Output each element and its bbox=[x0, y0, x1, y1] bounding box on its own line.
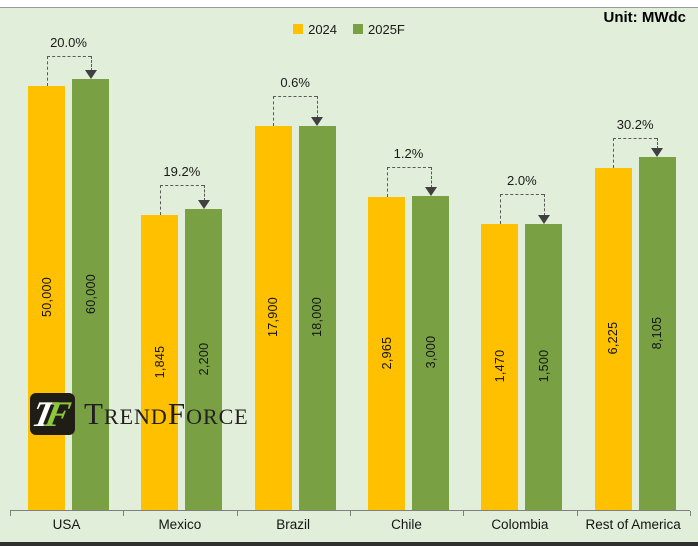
growth-arrow-head bbox=[537, 215, 550, 224]
category-label-mexico: Mexico bbox=[158, 517, 202, 532]
growth-bracket-left bbox=[159, 185, 161, 215]
bar-value-2024-usa: 50,000 bbox=[39, 276, 54, 318]
legend-item-2024: 2024 bbox=[293, 22, 337, 37]
trendforce-logo-icon: T F bbox=[30, 393, 75, 435]
bar-2024-mexico bbox=[141, 215, 179, 510]
growth-label-mexico: 19.2% bbox=[163, 164, 201, 179]
chart-legend: 2024 2025F bbox=[0, 21, 698, 37]
axis-tick bbox=[123, 511, 124, 516]
growth-bracket-top bbox=[613, 138, 658, 139]
legend-swatch-2024 bbox=[293, 24, 304, 34]
unit-label: Unit: MWdc bbox=[603, 9, 686, 26]
bar-value-2024-rest-of-america: 6,225 bbox=[606, 321, 621, 355]
axis-tick bbox=[237, 511, 238, 516]
growth-bracket-left bbox=[499, 194, 501, 224]
growth-bracket-top bbox=[273, 96, 318, 97]
category-label-usa: USA bbox=[52, 517, 81, 532]
axis-tick bbox=[10, 511, 11, 516]
top-margin bbox=[0, 0, 698, 7]
growth-label-colombia: 2.0% bbox=[507, 173, 537, 188]
bar-value-2025f-usa: 60,000 bbox=[83, 273, 98, 314]
trendforce-logo-text: TrendForce bbox=[84, 396, 249, 431]
bar-2024-colombia bbox=[481, 224, 519, 510]
bar-2025f-chile bbox=[412, 196, 449, 510]
growth-label-usa: 20.0% bbox=[50, 35, 87, 50]
bar-value-2025f-brazil: 18,000 bbox=[310, 296, 325, 338]
bottom-edge bbox=[0, 542, 698, 546]
bar-value-2024-chile: 2,965 bbox=[379, 336, 394, 369]
bar-2024-rest-of-america bbox=[594, 168, 632, 510]
bar-value-2025f-rest-of-america: 8,105 bbox=[650, 316, 665, 349]
growth-bracket-left bbox=[273, 96, 275, 126]
growth-bracket-left bbox=[613, 138, 615, 168]
category-label-colombia: Colombia bbox=[491, 517, 549, 532]
x-axis bbox=[10, 510, 690, 511]
category-label-chile: Chile bbox=[391, 517, 422, 532]
growth-bracket-left bbox=[386, 167, 388, 197]
bar-2025f-colombia bbox=[525, 224, 563, 510]
growth-bracket-top bbox=[499, 194, 544, 195]
growth-bracket-right bbox=[657, 138, 659, 149]
axis-tick bbox=[463, 511, 464, 516]
top-border-line bbox=[0, 7, 698, 8]
bar-2025f-usa bbox=[72, 79, 109, 510]
growth-bracket-right bbox=[430, 167, 432, 188]
growth-label-rest-of-america: 30.2% bbox=[616, 117, 654, 132]
growth-arrow-head bbox=[197, 200, 210, 209]
bar-2025f-brazil bbox=[298, 126, 336, 510]
axis-tick bbox=[577, 511, 578, 516]
bar-2025f-mexico bbox=[185, 209, 223, 510]
bar-2024-chile bbox=[368, 197, 405, 510]
growth-bracket-left bbox=[46, 56, 48, 86]
legend-item-2025f: 2025F bbox=[353, 22, 405, 37]
category-label-brazil: Brazil bbox=[276, 517, 311, 532]
legend-label-2025f: 2025F bbox=[368, 21, 405, 37]
growth-bracket-right bbox=[203, 185, 205, 201]
growth-bracket-top bbox=[386, 167, 431, 168]
growth-arrow-head bbox=[424, 187, 437, 196]
growth-bracket-right bbox=[317, 96, 319, 118]
axis-tick bbox=[350, 511, 351, 516]
legend-label-2024: 2024 bbox=[308, 21, 338, 37]
category-label-rest-of-america: Rest of America bbox=[585, 517, 681, 532]
bar-value-2024-brazil: 17,900 bbox=[266, 296, 281, 338]
bar-2024-brazil bbox=[254, 126, 292, 510]
growth-label-chile: 1.2% bbox=[393, 146, 424, 161]
growth-bracket-right bbox=[543, 194, 545, 216]
growth-label-brazil: 0.6% bbox=[280, 75, 310, 90]
growth-bracket-right bbox=[90, 56, 92, 71]
growth-arrow-head bbox=[84, 70, 97, 79]
bar-value-2024-colombia: 1,470 bbox=[492, 349, 507, 383]
growth-bracket-top bbox=[159, 185, 204, 186]
growth-bracket-top bbox=[46, 56, 91, 57]
bar-2025f-rest-of-america bbox=[638, 157, 676, 510]
bar-2024-usa bbox=[28, 86, 65, 510]
bar-value-2025f-chile: 3,000 bbox=[423, 335, 438, 369]
chart-background bbox=[0, 8, 698, 542]
legend-swatch-2025f bbox=[353, 24, 364, 34]
trendforce-logo: T F TrendForce bbox=[30, 392, 249, 436]
growth-arrow-head bbox=[651, 148, 664, 157]
bar-value-2025f-colombia: 1,500 bbox=[536, 349, 551, 383]
growth-arrow-head bbox=[311, 117, 324, 126]
axis-tick bbox=[690, 511, 691, 516]
